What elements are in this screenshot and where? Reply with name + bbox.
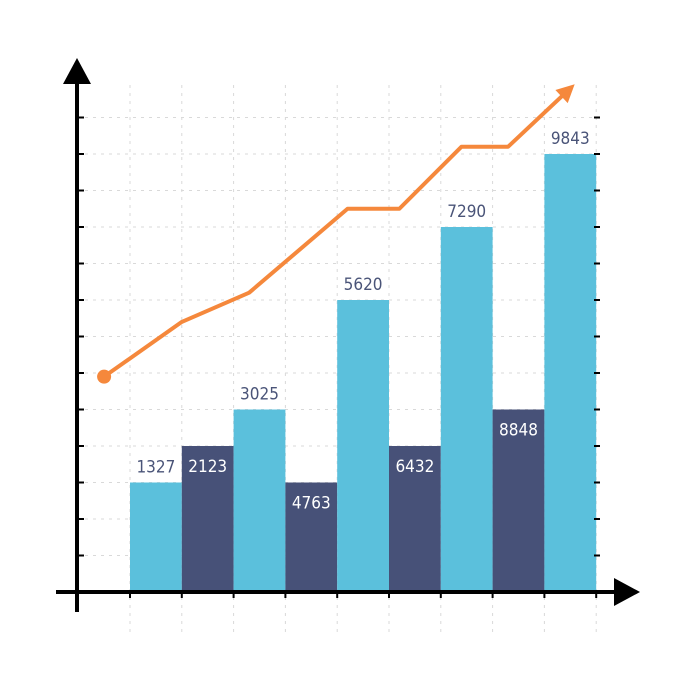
bar-value-label: 2123 bbox=[188, 457, 227, 477]
bar bbox=[233, 409, 286, 592]
bar bbox=[181, 446, 234, 592]
bar-labels: 1327 2123 3025 4763 5620 6432 7290 8848 9843 bbox=[136, 129, 589, 514]
bar-value-label: 4763 bbox=[292, 494, 331, 514]
bar bbox=[130, 482, 182, 592]
trend-line bbox=[102, 86, 572, 379]
axis-ticks bbox=[77, 116, 600, 598]
bar bbox=[492, 409, 545, 592]
bar-value-label: 9843 bbox=[551, 129, 590, 149]
bar-value-label: 8848 bbox=[499, 421, 538, 441]
trend-start-dot bbox=[97, 369, 112, 384]
bar-value-label: 3025 bbox=[240, 385, 279, 405]
bars bbox=[130, 154, 597, 592]
trend-line-group bbox=[97, 84, 575, 384]
bar-value-label: 1327 bbox=[136, 458, 175, 478]
bar bbox=[440, 227, 493, 592]
y-axis-arrow bbox=[63, 58, 91, 84]
bar-value-label: 6432 bbox=[395, 457, 434, 477]
trend-arrow-head bbox=[555, 84, 575, 104]
x-axis-arrow bbox=[614, 578, 640, 606]
bar-value-label: 5620 bbox=[344, 275, 383, 295]
bar bbox=[389, 446, 441, 592]
bar bbox=[544, 154, 597, 592]
bar-value-label: 7290 bbox=[447, 202, 486, 222]
bar bbox=[285, 482, 338, 592]
bar bbox=[337, 300, 389, 592]
